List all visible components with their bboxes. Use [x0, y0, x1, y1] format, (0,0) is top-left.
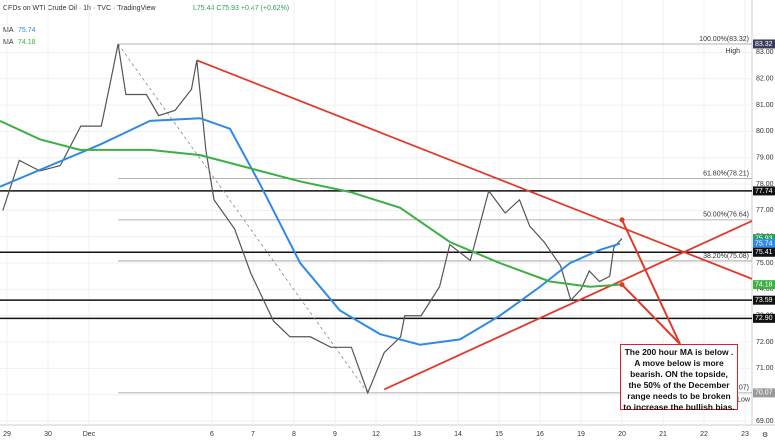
x-tick-label: 7: [251, 431, 255, 438]
y-tick-label: 72.00: [756, 339, 774, 346]
price-tag: [753, 186, 775, 196]
moving-average: [0, 117, 621, 346]
price-tag: [753, 295, 775, 305]
y-tick-label: 82.00: [756, 76, 774, 83]
arrow: [621, 283, 681, 345]
x-tick-label: 20: [618, 431, 626, 438]
y-tick-label: 74.00: [756, 286, 774, 293]
y-tick-label: 77.00: [756, 207, 774, 214]
chart-title: CFDs on WTI Crude Oil · 1h · TVC · Tradi…: [3, 5, 157, 12]
x-tick-label: 6: [210, 431, 214, 438]
x-tick-label: 9: [333, 431, 337, 438]
price-tag-label: 83.32: [755, 41, 773, 48]
level-label: 38.20%(75.08): [703, 253, 749, 260]
price-line: [2, 43, 623, 395]
high-label: High: [726, 48, 741, 55]
y-tick-label: 83.00: [756, 49, 774, 56]
price-tag-label: 74.18: [755, 281, 773, 288]
y-tick-label: 71.00: [756, 365, 774, 372]
arrow: [621, 219, 681, 345]
price-tag-label: 73.59: [755, 297, 773, 304]
x-tick-label: 30: [44, 431, 52, 438]
y-tick-label: 81.00: [756, 102, 774, 109]
legend-value: 75.74: [18, 27, 36, 34]
price-tag-label: 70.07: [755, 390, 773, 397]
price-tag: [753, 388, 775, 398]
x-tick-label: 22: [700, 431, 708, 438]
price-tag-label: 72.90: [755, 315, 773, 322]
price-tag-label: 75.93: [755, 235, 773, 242]
legend-label: MA: [3, 39, 14, 46]
y-tick-label: 79.00: [756, 155, 774, 162]
legend-label: MA: [3, 27, 14, 34]
x-tick-label: 12: [372, 431, 380, 438]
x-tick-label: 23: [741, 431, 749, 438]
x-tick-label: 15: [495, 431, 503, 438]
y-tick-label: 69.00: [756, 418, 774, 425]
annotation: The 200 hour MA is below . A move below …: [620, 344, 738, 412]
x-tick-label: 8: [292, 431, 296, 438]
low-label: Low: [737, 397, 751, 404]
x-tick-label: Dec: [83, 431, 96, 438]
ohlc: L75.44 C75.93 +0.47 (+0.62%): [193, 5, 289, 12]
price-tag: [753, 234, 775, 244]
price-tag-label: 75.74: [755, 240, 773, 247]
moving-average: [0, 119, 621, 288]
price-tag: [753, 39, 775, 49]
price-tag: [753, 239, 775, 249]
arrow-head: [619, 282, 625, 288]
settings-icon[interactable]: ⚙: [762, 431, 768, 439]
y-tick-label: 80.00: [756, 128, 774, 135]
level-label: 100.00%(83.32): [699, 36, 749, 43]
x-tick-label: 16: [536, 431, 544, 438]
price-tag: [753, 247, 775, 257]
trendline: [196, 59, 753, 280]
price-tag: [753, 313, 775, 323]
x-tick-label: 13: [413, 431, 421, 438]
price-tag-label: 75.41: [755, 249, 773, 256]
y-tick-label: 75.00: [756, 260, 774, 267]
level-label: 50.00%(76.64): [703, 212, 749, 219]
trendline: [383, 220, 753, 391]
price-tag-label: 77.74: [755, 188, 773, 195]
level-label: 61.80%(78.21): [703, 170, 749, 177]
x-tick-label: 21: [659, 431, 667, 438]
x-tick-label: 14: [454, 431, 462, 438]
arrow-head: [619, 217, 625, 223]
x-tick-label: 19: [577, 431, 585, 438]
y-tick-label: 78.00: [756, 181, 774, 188]
price-tag: [753, 280, 775, 290]
legend-value: 74.18: [18, 39, 36, 46]
x-tick-label: 29: [3, 431, 11, 438]
